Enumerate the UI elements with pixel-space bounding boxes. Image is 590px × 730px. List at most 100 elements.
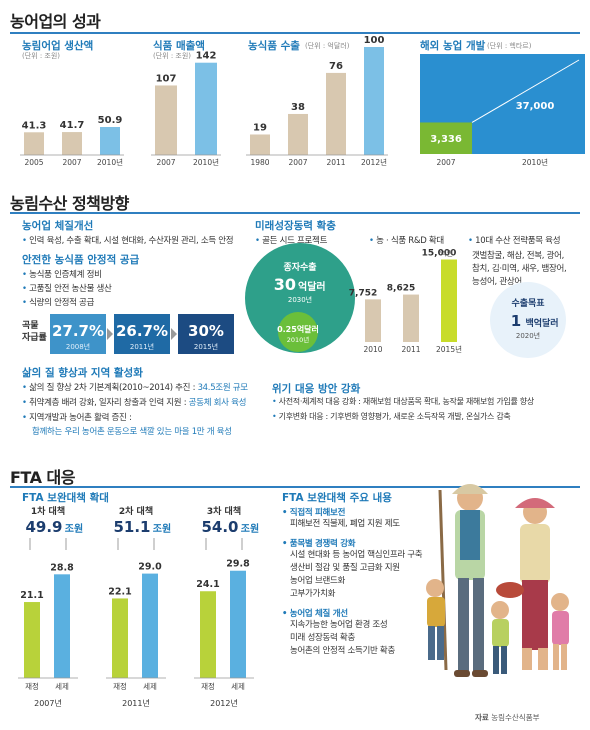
measure-line: 지속가능한 농어업 환경 조성: [290, 620, 388, 630]
production-bar: [24, 132, 44, 155]
food-sales-bar: [195, 62, 217, 156]
grain-value: 30%: [188, 322, 224, 340]
fta-year: 2012년: [210, 698, 238, 708]
rnd-value: 7,752: [349, 288, 377, 298]
section3-divider: [10, 486, 580, 488]
rnd-unit: 억원: [440, 249, 453, 258]
seed-export-year: 2030년: [288, 295, 312, 304]
overseas-value-2007: 3,336: [430, 134, 462, 145]
measure-line: 생산비 절감 및 품질 고급화 지원: [290, 563, 400, 573]
production-bar: [62, 132, 82, 155]
production-tick: 2005: [24, 158, 43, 167]
measure-heading: 직접적 피해보전: [282, 506, 422, 518]
production-value: 41.3: [22, 120, 47, 131]
food-sales-value: 142: [196, 51, 217, 62]
food-sales-tick: 2007: [156, 158, 175, 167]
rnd-value: 15,000: [422, 249, 457, 259]
future-heading: 미래성장동력 확충: [255, 220, 336, 232]
system-heading: 농어업 체질개선: [22, 220, 94, 232]
fta-group-total-unit: 조원: [153, 522, 171, 535]
life-item-text: 지역개발과 농어촌 활력 증진 :: [29, 413, 132, 423]
species-list: 갯벌참굴, 해삼, 전복, 광어, 참치, 김·미역, 새우, 뱀장어, 능성어…: [472, 250, 567, 289]
measure-line: 농어업 브랜드화: [290, 576, 346, 586]
seed-export-circle-2010: [278, 312, 318, 352]
seed-export-big-unit: 억달러: [298, 280, 326, 293]
section1-divider: [10, 32, 580, 34]
fta-bar: [24, 602, 40, 678]
fta-group-total-unit: 조원: [241, 522, 259, 535]
system-item: 인력 육성, 수출 확대, 시설 현대화, 수산자원 관리, 소득 안정: [22, 234, 233, 246]
fta-connector: [29, 538, 67, 550]
export-target-circle: [490, 282, 566, 358]
measure-line: 고부가가치화: [290, 589, 336, 599]
fta-bar-value: 21.1: [20, 590, 43, 601]
fta-bar-tick: 재정: [25, 681, 39, 691]
species-line: 참치, 김·미역, 새우, 뱀장어,: [472, 264, 567, 274]
fta-group-total-unit: 조원: [65, 522, 83, 535]
export-value: 76: [329, 61, 343, 72]
production-value: 50.9: [98, 115, 123, 126]
export-tick: 1980: [250, 158, 269, 167]
future-item-rnd: 농 · 식품 R&D 확대: [369, 234, 444, 246]
fta-group-label: 3차 대책: [207, 505, 241, 517]
fta-connector: [205, 538, 243, 550]
fta-group-total: 49.9: [25, 518, 62, 536]
export-value: 19: [253, 122, 267, 133]
seed-export-small-year: 2010년: [287, 335, 310, 344]
fta-main-heading: FTA 보완대책 주요 내용: [282, 492, 392, 504]
production-value: 41.7: [60, 120, 85, 131]
export-target-unit: 백억달러: [525, 317, 558, 329]
measure-line: 농어촌의 안정적 소득기반 확충: [290, 646, 395, 656]
fta-bar-value: 28.8: [50, 562, 74, 573]
chart1-unit: (단위 : 조원): [22, 52, 61, 60]
species-line: 능성어, 관상어: [472, 277, 522, 287]
export-tick: 2012년: [361, 157, 387, 167]
chart-performance-bars: 41.3 2005 41.7 2007 50.9 2010년 107 2007 142 2010년…: [20, 35, 585, 167]
grain-year: 2008년: [66, 342, 90, 351]
crisis-item: 사전적·체계적 대응 강화 : 재해보험 대상품목 확대, 농작물 재해보험 가…: [272, 396, 535, 407]
safe-item: 농식품 인증체계 정비: [22, 268, 102, 280]
rnd-tick: 2011: [401, 345, 420, 354]
fta-group-label: 2차 대책: [119, 505, 153, 517]
food-sales-value: 107: [156, 73, 177, 84]
life-item: 삶의 질 향상 2차 기본계획(2010~2014) 추진 : 34.5조원 규…: [22, 381, 248, 393]
export-tick: 2011: [326, 158, 345, 167]
fta-year: 2007년: [34, 698, 62, 708]
life-item: 지역개발과 농어촌 활력 증진 :: [22, 411, 132, 423]
section2-divider: [10, 212, 580, 214]
life-item-highlight: 공동체 회사 육성: [188, 398, 247, 408]
grain-arrow-icon: [171, 328, 177, 340]
production-tick: 2007: [62, 158, 81, 167]
export-bar: [288, 113, 308, 155]
fta-chart-title: FTA 보완대책 확대: [22, 492, 109, 504]
overseas-value-2010: 37,000: [516, 101, 555, 112]
source-label: 자료: [475, 713, 489, 722]
fta-group-label: 1차 대책: [31, 505, 65, 517]
seed-export-small: 0.25억달러: [277, 324, 319, 334]
safe-item: 식량의 안정적 공급: [22, 296, 94, 308]
grain-value: 26.7%: [116, 322, 168, 340]
chart4-unit: (단위 : 헥타르): [487, 42, 532, 50]
source-note: 자료 농림수산식품부: [475, 712, 540, 723]
overseas-growth-arrow: [471, 59, 580, 123]
fta-bar-tick: 세제: [231, 682, 245, 691]
species-line: 갯벌참굴, 해삼, 전복, 광어,: [472, 251, 565, 261]
rnd-bar: [403, 294, 419, 342]
grain-box: [178, 314, 234, 354]
export-target-title: 수출목표: [511, 297, 545, 309]
fta-bar-tick: 세제: [143, 682, 157, 691]
measure-line: 피해보전 직불제, 폐업 지원 제도: [290, 519, 400, 529]
overseas-tick: 2010년: [522, 157, 548, 167]
fta-bar: [54, 574, 70, 678]
chart4-title: 해외 농업 개발: [420, 40, 486, 52]
food-sales-tick: 2010년: [193, 157, 219, 167]
fta-measures: 직접적 피해보전 피해보전 직불제, 폐업 지원 제도 품목별 경쟁력 강화 시…: [282, 506, 423, 658]
fta-bar-value: 29.8: [226, 559, 250, 570]
source-name: 농림수산식품부: [491, 713, 540, 722]
grain-year: 2015년: [194, 342, 218, 351]
overseas-tick: 2007: [436, 158, 455, 167]
rnd-bar: [365, 299, 381, 342]
rnd-tick: 2015년: [436, 344, 462, 354]
export-value: 100: [364, 35, 385, 46]
